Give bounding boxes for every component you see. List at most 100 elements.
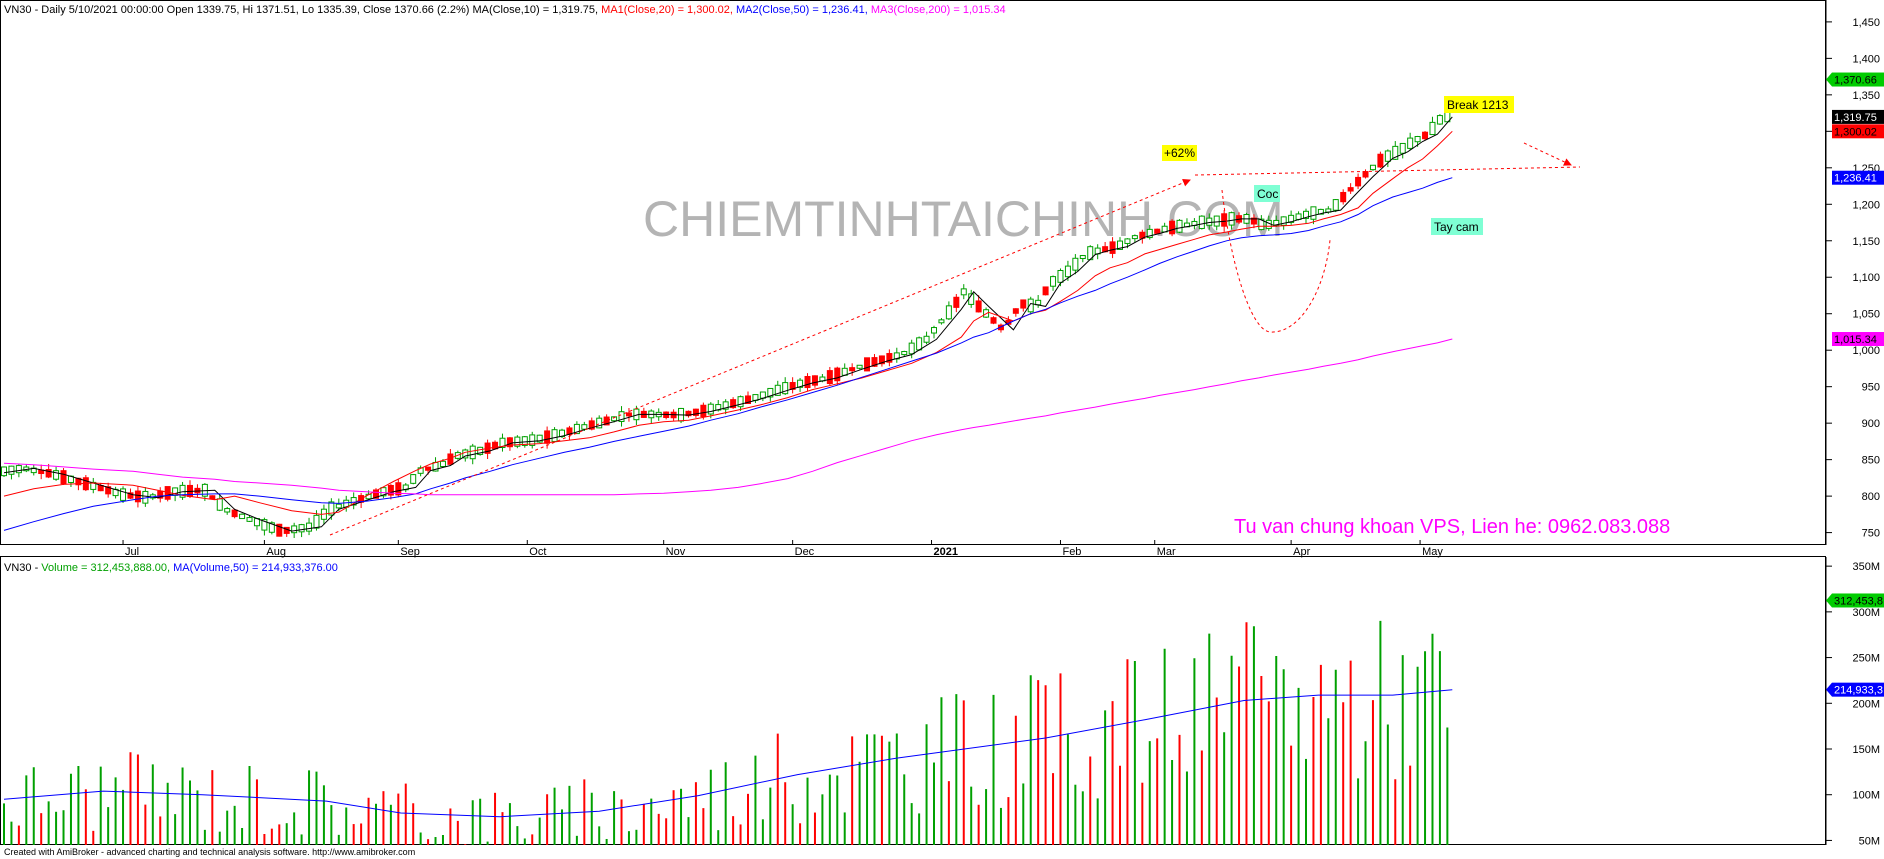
candle-down	[1377, 153, 1384, 168]
month-tick-label: Sep	[400, 546, 420, 558]
candle-up	[551, 429, 558, 442]
ma20-line	[3, 130, 1453, 515]
month-tick-label: Oct	[529, 546, 546, 558]
candle-up	[1369, 164, 1376, 171]
candle-down	[826, 370, 833, 385]
candle-up	[1429, 121, 1436, 136]
break-label-box	[1444, 96, 1514, 113]
candle-up	[581, 424, 588, 430]
candle-up	[1, 466, 7, 477]
price-tick-label: 750	[1862, 528, 1880, 540]
month-tick-label: Aug	[266, 546, 286, 558]
candle-up	[1414, 136, 1421, 143]
candle-up	[313, 514, 320, 529]
coc-label: Coc	[1257, 187, 1278, 201]
resistance-line	[1194, 166, 1581, 176]
ma200-tag: 1,015.34	[1834, 334, 1877, 346]
price-tick-label: 1,150	[1852, 236, 1880, 248]
tay-cam-label-box	[1431, 218, 1483, 235]
candle-up	[767, 387, 774, 398]
volume-tick-label: 350M	[1852, 561, 1880, 573]
candle-down	[1169, 220, 1176, 235]
candle-up	[1146, 228, 1153, 239]
month-tick-label: Dec	[795, 546, 815, 558]
contact-line: Tu van chung khoan VPS, Lien he: 0962.08…	[1234, 516, 1670, 538]
price-tick-label: 1,400	[1852, 53, 1880, 65]
candle-up	[916, 337, 923, 351]
candle-down	[603, 416, 610, 426]
candle-down	[425, 466, 432, 471]
close-price-tag-box	[1832, 72, 1884, 87]
candle-up	[856, 364, 863, 369]
candle-up	[536, 434, 543, 443]
candle-up	[797, 379, 804, 388]
break-label: Break 1213	[1447, 98, 1509, 112]
date-axis: Jul Aug Sep Oct Nov Dec 2021 Feb Mar Apr May	[122, 540, 1443, 558]
cup-outline	[1221, 189, 1331, 333]
candle-down	[811, 375, 818, 386]
price-axis-ticks: 750 800 850 900 950 1,000 1,050 1,100 1,150 1,200…	[1826, 17, 1880, 540]
volume-tick-label: 50M	[1859, 835, 1880, 847]
candle-down	[997, 324, 1004, 331]
candle-up	[1064, 265, 1071, 278]
candle-down	[789, 382, 796, 390]
moving-averages	[3, 116, 1453, 532]
candle-up	[1310, 206, 1317, 220]
volume-header-base: VN30 -	[4, 562, 41, 574]
price-header-ma3: MA3(Close,200) = 1,015.34	[871, 4, 1006, 16]
candle-up	[417, 467, 424, 474]
volume-ma-tag: 214,933,3	[1834, 685, 1883, 697]
month-tick-label: Feb	[1062, 546, 1081, 558]
candle-up	[1072, 257, 1079, 271]
candle-down	[395, 482, 402, 496]
coc-label-box	[1254, 185, 1280, 202]
candle-down	[127, 492, 134, 499]
footer-credit: Created with AmiBroker - advanced charti…	[4, 847, 415, 857]
volume-bars	[3, 620, 1449, 845]
ma50-tag: 1,236.41	[1834, 173, 1877, 185]
price-header-ma1: MA1(Close,20) = 1,300.02,	[601, 4, 736, 16]
candle-up	[1213, 215, 1220, 227]
candle-down	[1347, 187, 1354, 192]
candle-down	[1362, 171, 1369, 178]
candle-down	[105, 486, 112, 495]
candle-up	[1317, 208, 1324, 215]
volume-ma50-line	[3, 689, 1453, 818]
volume-header-vol: Volume = 312,453,888.00,	[41, 562, 173, 574]
candle-up	[1332, 199, 1339, 211]
candle-up	[774, 384, 781, 396]
candle-up	[611, 416, 618, 422]
candle-up	[1392, 145, 1399, 160]
candle-down	[588, 420, 595, 430]
candle-down	[990, 317, 997, 324]
price-tick-label: 900	[1862, 418, 1880, 430]
gain-label: +62%	[1164, 146, 1195, 160]
candle-down	[692, 408, 699, 416]
volume-tick-label: 250M	[1852, 653, 1880, 665]
candle-down	[506, 437, 513, 448]
tay-cam-label: Tay cam	[1434, 220, 1479, 234]
candle-up	[462, 449, 469, 459]
candle-down	[1355, 176, 1362, 187]
price-tick-label: 800	[1862, 491, 1880, 503]
volume-axis-ticks: 50M 100M 150M 200M 250M 300M 350M	[1826, 561, 1880, 847]
ma10-line	[3, 116, 1453, 532]
candle-down	[804, 375, 811, 389]
candle-down	[730, 399, 737, 409]
candle-down	[849, 367, 856, 372]
candle-down	[1422, 131, 1429, 140]
candle-down	[1109, 241, 1116, 254]
month-tick-label: Jul	[125, 546, 139, 558]
candle-down	[1250, 217, 1257, 225]
candle-up	[1399, 142, 1406, 154]
candle-down	[871, 357, 878, 367]
ma200-tag-box	[1832, 332, 1884, 347]
candle-down	[1042, 286, 1049, 296]
price-header-ma2: MA2(Close,50) = 1,236.41,	[736, 4, 871, 16]
price-tick-label: 1,050	[1852, 309, 1880, 321]
candle-up	[1198, 215, 1205, 229]
candle-up	[1436, 115, 1443, 125]
candle-up	[261, 519, 268, 531]
break-arrow	[1523, 142, 1572, 166]
